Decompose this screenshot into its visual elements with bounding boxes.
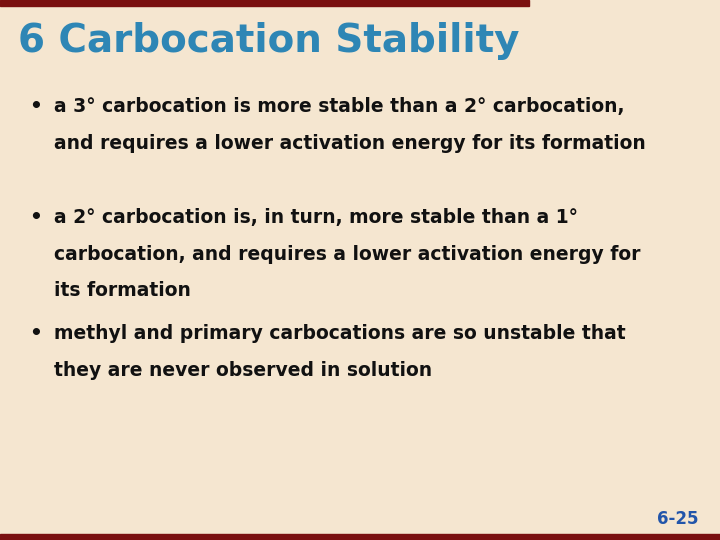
Text: they are never observed in solution: they are never observed in solution bbox=[54, 361, 432, 380]
Bar bbox=[0, 534, 720, 540]
Text: •: • bbox=[29, 324, 42, 343]
Text: a 2° carbocation is, in turn, more stable than a 1°: a 2° carbocation is, in turn, more stabl… bbox=[54, 208, 578, 227]
Text: methyl and primary carbocations are so unstable that: methyl and primary carbocations are so u… bbox=[54, 324, 626, 343]
Text: carbocation, and requires a lower activation energy for: carbocation, and requires a lower activa… bbox=[54, 245, 641, 264]
Bar bbox=[0, 0, 529, 6]
Text: •: • bbox=[29, 208, 42, 227]
Text: 6 Carbocation Stability: 6 Carbocation Stability bbox=[18, 22, 520, 59]
Text: its formation: its formation bbox=[54, 281, 191, 300]
Text: •: • bbox=[29, 97, 42, 116]
Text: a 3° carbocation is more stable than a 2° carbocation,: a 3° carbocation is more stable than a 2… bbox=[54, 97, 624, 116]
Text: 6-25: 6-25 bbox=[657, 510, 698, 528]
Text: and requires a lower activation energy for its formation: and requires a lower activation energy f… bbox=[54, 134, 646, 153]
